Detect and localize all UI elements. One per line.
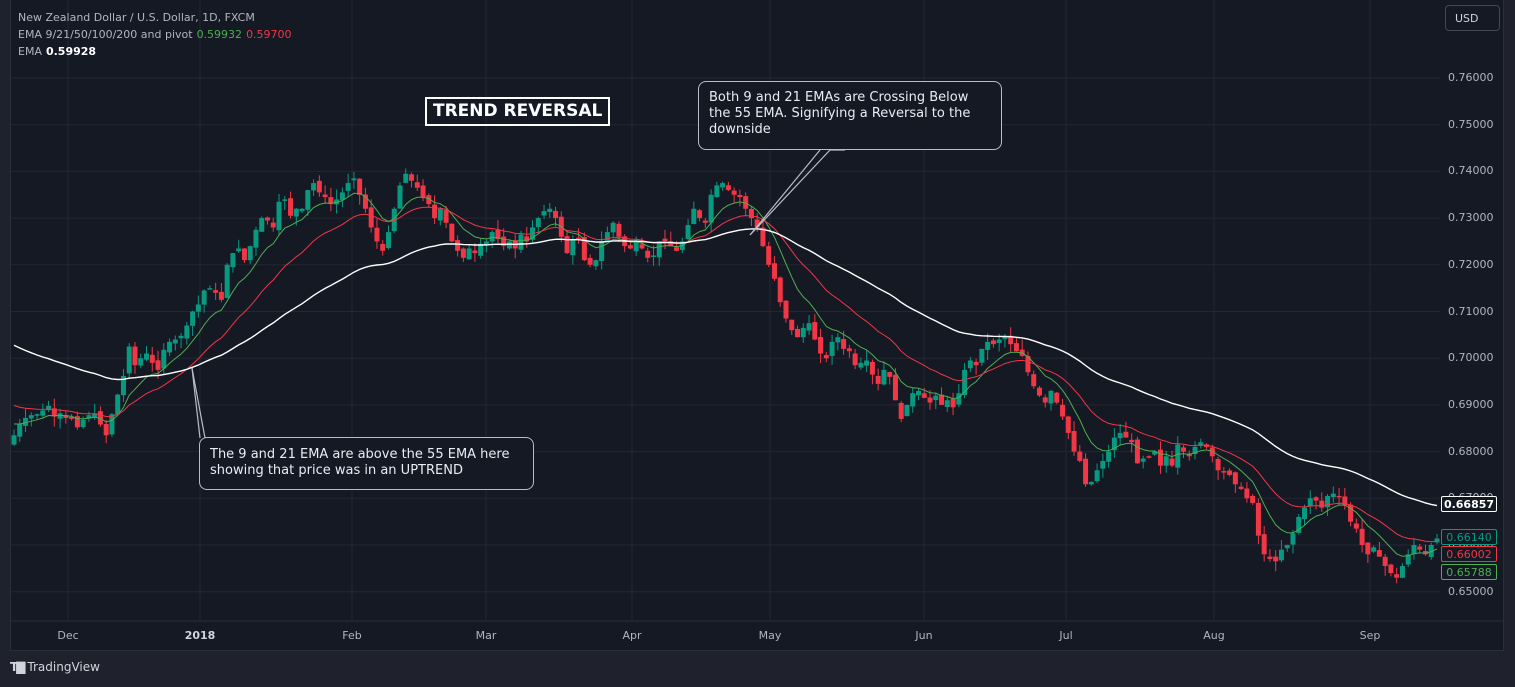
candlesticks bbox=[11, 168, 1440, 584]
ema-lines bbox=[13, 192, 1438, 557]
trend-reversal-title: TREND REVERSAL bbox=[425, 97, 611, 126]
indicator-ema-multi[interactable]: EMA 9/21/50/100/200 and pivot 0.59932 0.59… bbox=[18, 26, 292, 43]
tradingview-brand[interactable]: T▇ TradingView bbox=[10, 660, 100, 674]
price-axis-label: 0.69000 bbox=[1448, 397, 1494, 411]
symbol-title: New Zealand Dollar / U.S. Dollar, 1D, FX… bbox=[18, 11, 255, 24]
price-axis-label: 0.68000 bbox=[1448, 444, 1494, 458]
indicator-value-red: 0.59700 bbox=[246, 28, 292, 41]
price-tag: 0.66857 bbox=[1441, 496, 1497, 512]
price-axis-label: 0.65000 bbox=[1448, 584, 1494, 598]
indicator-value: 0.59928 bbox=[45, 45, 97, 58]
price-axis-label: 0.72000 bbox=[1448, 257, 1494, 271]
time-axis-label: Feb bbox=[342, 629, 362, 642]
price-axis-label: 0.75000 bbox=[1448, 117, 1494, 131]
price-axis-label: 0.70000 bbox=[1448, 351, 1494, 365]
time-axis-label: Jul bbox=[1059, 629, 1073, 642]
brand-label: TradingView bbox=[27, 660, 100, 674]
indicator-ema[interactable]: EMA 0.59928 bbox=[18, 43, 292, 60]
currency-button[interactable]: USD bbox=[1445, 5, 1500, 31]
time-axis-label: Jun bbox=[915, 629, 933, 642]
price-axis-label: 0.76000 bbox=[1448, 71, 1494, 84]
time-axis-label: Sep bbox=[1359, 629, 1381, 642]
price-axis-label: 0.74000 bbox=[1448, 164, 1494, 178]
tradingview-logo-icon: T▇ bbox=[10, 660, 25, 674]
time-axis-label: Dec bbox=[57, 629, 79, 642]
time-axis-label: 2018 bbox=[184, 629, 216, 642]
indicator-value-green: 0.59932 bbox=[196, 28, 243, 41]
indicator-name: EMA 9/21/50/100/200 and pivot bbox=[18, 28, 193, 41]
price-axis-label: 0.71000 bbox=[1448, 304, 1494, 318]
time-axis-label: Apr bbox=[622, 629, 642, 642]
indicator-name: EMA bbox=[18, 45, 42, 58]
time-axis-label: May bbox=[758, 629, 782, 642]
time-axis-label: Mar bbox=[475, 629, 497, 642]
chart-legend: New Zealand Dollar / U.S. Dollar, 1D, FX… bbox=[18, 9, 292, 60]
callout-pointers bbox=[191, 149, 845, 439]
time-axis-label: Aug bbox=[1203, 629, 1225, 642]
callout-uptrend: The 9 and 21 EMA are above the 55 EMA he… bbox=[199, 437, 534, 490]
price-tag: 0.66002 bbox=[1441, 546, 1497, 562]
callout-downtrend: Both 9 and 21 EMAs are Crossing Below th… bbox=[698, 81, 1002, 150]
price-tag: 0.65788 bbox=[1441, 564, 1497, 580]
grid-lines bbox=[11, 0, 1503, 622]
price-tag: 0.66140 bbox=[1441, 529, 1497, 545]
price-axis-label: 0.73000 bbox=[1448, 211, 1494, 225]
